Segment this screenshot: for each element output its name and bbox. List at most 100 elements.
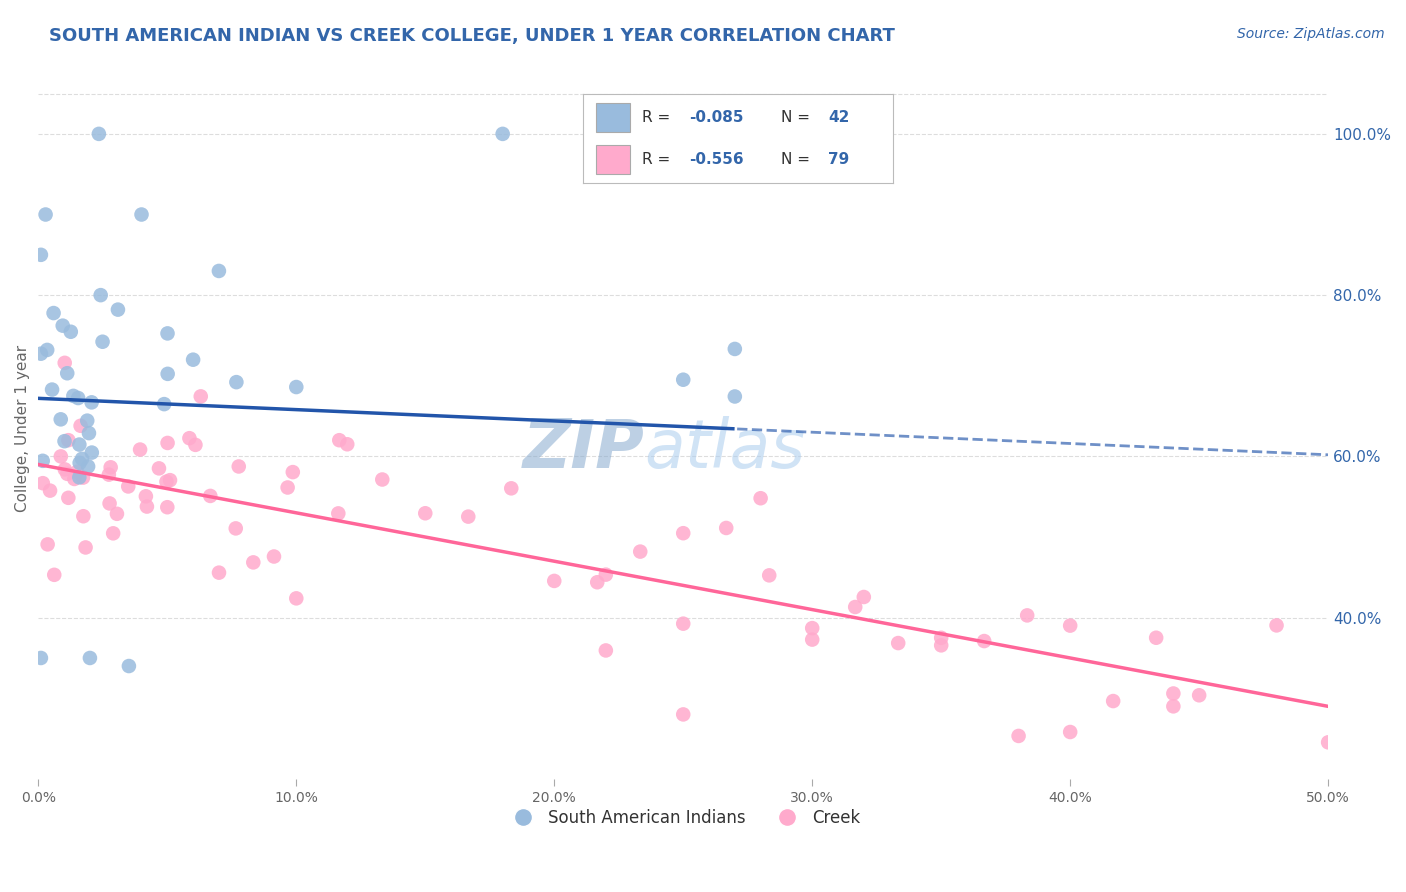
Point	[159, 473, 181, 487]
Point	[37, 343, 59, 357]
Point	[77, 459, 100, 474]
Point	[34, 207, 56, 221]
Point	[179, 431, 201, 445]
Point	[208, 264, 231, 278]
Point	[67, 470, 90, 484]
Point	[595, 643, 617, 657]
Point	[30, 347, 52, 361]
Point	[156, 326, 179, 341]
Point	[49, 450, 72, 464]
Point	[44, 567, 66, 582]
Point	[69, 456, 91, 470]
Point	[77, 426, 100, 441]
Point	[41, 383, 63, 397]
Point	[30, 248, 52, 262]
Point	[181, 352, 204, 367]
Point	[148, 461, 170, 475]
Point	[413, 506, 436, 520]
Point	[929, 638, 952, 652]
Point	[31, 476, 53, 491]
Point	[129, 442, 152, 457]
Text: N =: N =	[782, 152, 815, 167]
Point	[63, 472, 86, 486]
Point	[58, 433, 80, 447]
Point	[87, 127, 110, 141]
Text: 42: 42	[828, 110, 849, 125]
Point	[628, 544, 651, 558]
Point	[852, 590, 875, 604]
Point	[1059, 618, 1081, 632]
Point	[1059, 725, 1081, 739]
Text: Source: ZipAtlas.com: Source: ZipAtlas.com	[1237, 27, 1385, 41]
Text: -0.556: -0.556	[689, 152, 744, 167]
Point	[887, 636, 910, 650]
Point	[724, 342, 747, 356]
Point	[672, 526, 695, 541]
FancyBboxPatch shape	[596, 103, 630, 132]
Point	[97, 467, 120, 482]
Point	[1163, 686, 1185, 700]
Point	[1188, 688, 1211, 702]
Point	[70, 451, 93, 466]
Text: 79: 79	[828, 152, 849, 167]
Point	[56, 366, 79, 380]
Point	[31, 454, 53, 468]
Point	[72, 470, 94, 484]
Point	[91, 334, 114, 349]
Point	[716, 521, 738, 535]
Point	[242, 555, 264, 569]
Point	[328, 507, 350, 521]
Point	[929, 631, 952, 645]
Point	[1007, 729, 1029, 743]
Point	[59, 325, 82, 339]
Text: ZIP: ZIP	[523, 417, 644, 483]
Point	[263, 549, 285, 564]
Point	[155, 475, 177, 489]
Point	[586, 575, 609, 590]
Point	[285, 380, 308, 394]
Point	[501, 481, 523, 495]
Point	[42, 306, 65, 320]
Point	[1017, 608, 1039, 623]
Text: R =: R =	[643, 152, 675, 167]
Point	[285, 591, 308, 606]
Point	[1163, 699, 1185, 714]
Point	[156, 367, 179, 381]
Point	[749, 491, 772, 506]
Point	[225, 375, 247, 389]
Point	[184, 438, 207, 452]
Point	[56, 467, 79, 481]
Point	[672, 373, 695, 387]
Point	[156, 500, 179, 515]
Point	[135, 489, 157, 503]
Point	[101, 526, 124, 541]
Point	[328, 434, 350, 448]
Point	[52, 318, 75, 333]
Point	[105, 507, 128, 521]
Point	[457, 509, 479, 524]
Point	[80, 395, 103, 409]
Text: -0.085: -0.085	[689, 110, 744, 125]
Point	[1265, 618, 1288, 632]
Point	[62, 389, 84, 403]
Point	[67, 391, 90, 405]
Point	[543, 574, 565, 588]
Text: N =: N =	[782, 110, 815, 125]
Point	[801, 632, 824, 647]
Point	[76, 414, 98, 428]
Point	[39, 483, 62, 498]
Point	[107, 302, 129, 317]
Text: R =: R =	[643, 110, 675, 125]
Point	[190, 389, 212, 403]
Point	[79, 651, 101, 665]
Text: SOUTH AMERICAN INDIAN VS CREEK COLLEGE, UNDER 1 YEAR CORRELATION CHART: SOUTH AMERICAN INDIAN VS CREEK COLLEGE, …	[49, 27, 896, 45]
Point	[672, 616, 695, 631]
Point	[225, 521, 247, 535]
Point	[80, 445, 103, 459]
Point	[53, 434, 76, 449]
Point	[1102, 694, 1125, 708]
Point	[75, 541, 97, 555]
Point	[595, 567, 617, 582]
Legend: South American Indians, Creek: South American Indians, Creek	[499, 803, 868, 834]
Point	[72, 509, 94, 524]
